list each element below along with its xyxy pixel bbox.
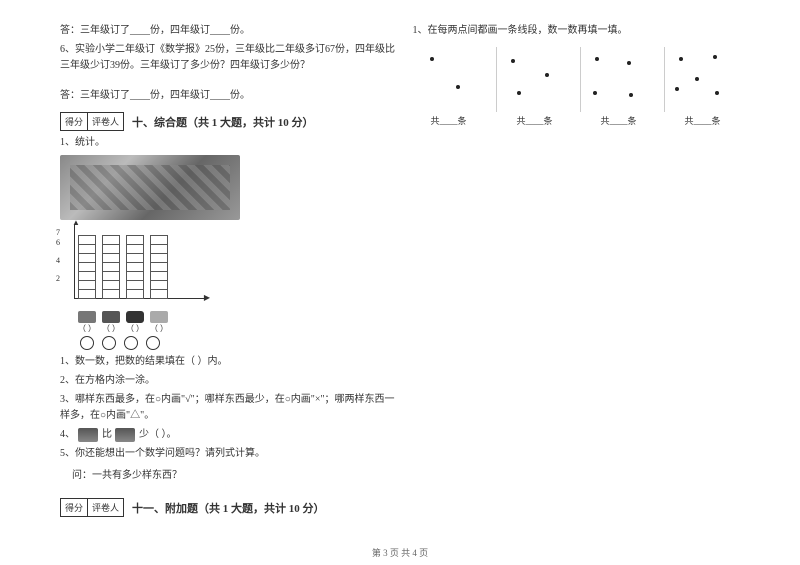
dot-group-1 — [412, 47, 484, 112]
dot-group-4 — [664, 47, 736, 112]
sub-1: 1、数一数，把数的结果填在（ ）内。 — [60, 354, 397, 370]
y-axis: ▲ — [74, 224, 75, 299]
answer-line-6: 答：三年级订了____份，四年级订____份。 — [60, 88, 397, 104]
bar-chart: ▲ ▶ 7 6 4 2 — [64, 224, 204, 309]
gong-3: 共____条 — [580, 114, 652, 127]
dot — [629, 93, 633, 97]
bars-container — [78, 235, 168, 299]
score-box-11: 得分 评卷人 — [60, 498, 124, 517]
dot-group-3 — [580, 47, 652, 112]
gong-line: 共____条 共____条 共____条 共____条 — [412, 114, 740, 127]
question-6: 6、实验小学二年级订《数学报》25份，三年级比二年级多订67份，四年级比三年级少… — [60, 42, 397, 74]
calculator-small-icon — [78, 428, 98, 442]
grader-label: 评卷人 — [88, 113, 123, 130]
item-label-1: （ ） — [78, 323, 96, 334]
sub-4: 4、 比 少（ ）。 — [60, 427, 397, 443]
ans6-text: 答：三年级订了____份，四年级订____份。 — [60, 90, 250, 101]
answer-line-1: 答：三年级订了____份，四年级订____份。 — [60, 23, 397, 39]
keyboard-icon — [102, 311, 120, 323]
sub4-b: 比 — [102, 429, 112, 440]
score-label-11: 得分 — [61, 499, 88, 516]
x-arrow-icon: ▶ — [204, 293, 210, 302]
dot — [679, 57, 683, 61]
sub-5: 5、你还能想出一个数学问题吗？请列式计算。 — [60, 446, 397, 462]
laptop-icon — [78, 311, 96, 323]
dots-row — [412, 47, 740, 112]
score-header-10: 得分 评卷人 十、综合题（共 1 大题，共计 10 分） — [60, 112, 397, 131]
y-tick-4: 4 — [56, 256, 60, 265]
section-11-title: 十一、附加题（共 1 大题，共计 10 分） — [132, 500, 325, 516]
bar-3 — [126, 235, 144, 299]
dot — [627, 61, 631, 65]
circles-row — [80, 336, 397, 350]
y-tick-6: 6 — [56, 238, 60, 247]
right-q1: 1、在每两点间都画一条线段，数一数再填一填。 — [412, 23, 740, 39]
score-header-11: 得分 评卷人 十一、附加题（共 1 大题，共计 10 分） — [60, 498, 397, 517]
grader-label-11: 评卷人 — [88, 499, 123, 516]
bar-icons-row — [78, 311, 397, 323]
item-label-3: （ ） — [126, 323, 144, 334]
dot-group-2 — [496, 47, 568, 112]
sub-2: 2、在方格内涂一涂。 — [60, 373, 397, 389]
dot — [545, 73, 549, 77]
sub4-a: 4、 — [60, 429, 75, 440]
camera-icon — [126, 311, 144, 323]
bar-4 — [150, 235, 168, 299]
score-box: 得分 评卷人 — [60, 112, 124, 131]
items-photo — [60, 155, 240, 220]
dot — [713, 55, 717, 59]
calculator-icon — [150, 311, 168, 323]
chart-item-labels: （ ） （ ） （ ） （ ） — [78, 323, 397, 334]
circle-1[interactable] — [80, 336, 94, 350]
y-arrow-icon: ▲ — [72, 218, 80, 227]
dot — [695, 77, 699, 81]
score-label: 得分 — [61, 113, 88, 130]
section-10-title: 十、综合题（共 1 大题，共计 10 分） — [132, 114, 314, 130]
bar-1 — [78, 235, 96, 299]
gong-4: 共____条 — [664, 114, 736, 127]
gong-2: 共____条 — [496, 114, 568, 127]
page-columns: 答：三年级订了____份，四年级订____份。 6、实验小学二年级订《数学报》2… — [60, 20, 740, 521]
right-column: 1、在每两点间都画一条线段，数一数再填一填。 — [412, 20, 740, 521]
sub-3: 3、哪样东西最多，在○内画"√"；哪样东西最少，在○内画"×"；哪两样东西一样多… — [60, 392, 397, 424]
dot — [595, 57, 599, 61]
keyboard-small-icon — [115, 428, 135, 442]
sub4-c: 少（ ）。 — [139, 429, 177, 440]
circle-2[interactable] — [102, 336, 116, 350]
dot — [715, 91, 719, 95]
circle-3[interactable] — [124, 336, 138, 350]
dot — [593, 91, 597, 95]
left-column: 答：三年级订了____份，四年级订____份。 6、实验小学二年级订《数学报》2… — [60, 20, 397, 521]
y-tick-7: 7 — [56, 228, 60, 237]
dot — [511, 59, 515, 63]
dot — [430, 57, 434, 61]
y-tick-2: 2 — [56, 274, 60, 283]
item-label-4: （ ） — [150, 323, 168, 334]
circle-4[interactable] — [146, 336, 160, 350]
bar-2 — [102, 235, 120, 299]
item-label-2: （ ） — [102, 323, 120, 334]
sub-ask: 问：一共有多少样东西？ — [72, 468, 397, 484]
dot — [517, 91, 521, 95]
dot — [675, 87, 679, 91]
q10-1: 1、统计。 — [60, 135, 397, 151]
page-footer: 第 3 页 共 4 页 — [0, 546, 800, 559]
dot — [456, 85, 460, 89]
ans1-text: 答：三年级订了____份，四年级订____份。 — [60, 25, 250, 36]
gong-1: 共____条 — [412, 114, 484, 127]
